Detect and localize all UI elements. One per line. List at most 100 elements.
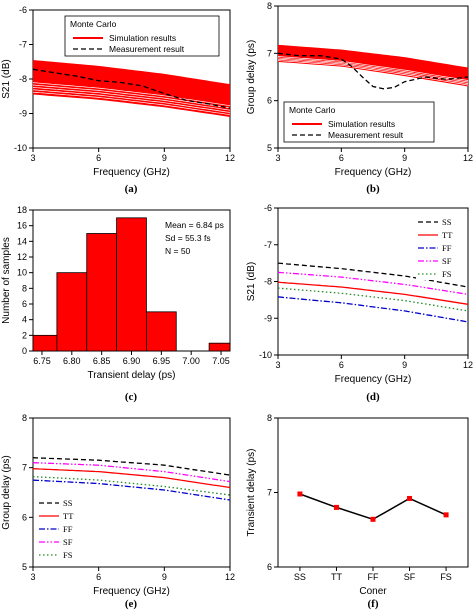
x-tick-label: 6 — [96, 572, 101, 582]
y-tick-label: 8 — [267, 1, 272, 11]
legend-label-sf: SF — [442, 256, 452, 266]
legend-label-measurement: Measurement result — [109, 44, 185, 54]
y-tick-label: 6 — [267, 562, 272, 572]
simulation-run-gap — [277, 57, 469, 83]
y-tick-label: -8 — [264, 277, 272, 287]
simulation-run-gap — [32, 84, 231, 109]
delay-marker — [333, 504, 339, 510]
x-tick-label: 3 — [275, 360, 280, 370]
x-tick-label: 6.80 — [63, 356, 81, 366]
x-tick-label: 9 — [162, 153, 167, 163]
y-tick-label: 6 — [22, 512, 27, 522]
x-tick-label: 6.95 — [153, 356, 171, 366]
x-tick-label: 9 — [402, 153, 407, 163]
x-axis-label: Coner — [359, 586, 387, 597]
stats-annotation: N = 50 — [165, 246, 191, 256]
panel-f-axes — [274, 417, 469, 571]
y-axis-label: Group delay (ps) — [246, 40, 257, 114]
y-tick-label: -10 — [259, 350, 272, 360]
legend-label-simulation: Simulation results — [328, 119, 395, 129]
legend-box — [37, 495, 85, 561]
histogram-bar — [86, 233, 117, 352]
simulation-run-gap — [32, 91, 231, 116]
y-tick-label: 7 — [267, 488, 272, 498]
y-tick-label: -8 — [19, 74, 27, 84]
measurement-line — [32, 68, 231, 109]
y-tick-label: 0 — [22, 346, 27, 356]
x-tick-label: 7.05 — [212, 356, 230, 366]
plot-frame — [32, 417, 231, 568]
delay-marker — [443, 512, 449, 518]
y-tick-label: -10 — [14, 143, 27, 153]
delay-marker — [297, 491, 303, 497]
y-tick-label: -6 — [264, 203, 272, 213]
series-line-tt — [32, 468, 231, 489]
legend-label-measurement: Measurement result — [328, 130, 404, 140]
y-tick-label: 4 — [22, 315, 27, 325]
simulation-run-gap — [32, 89, 231, 113]
legend-label-ss: SS — [63, 498, 73, 508]
histogram-bar — [56, 272, 88, 352]
histogram-bar — [208, 342, 231, 352]
y-tick-label: 12 — [17, 252, 27, 262]
x-tick-label: FS — [440, 572, 452, 582]
y-tick-label: -7 — [264, 240, 272, 250]
panel-caption: (b) — [366, 183, 380, 195]
y-tick-label: 16 — [17, 221, 27, 231]
x-tick-label: 6.75 — [33, 356, 51, 366]
plot-frame — [277, 417, 469, 568]
panel-caption: (e) — [125, 598, 138, 610]
x-tick-label: 6 — [96, 153, 101, 163]
legend-label-tt: TT — [442, 230, 453, 240]
legend-label-tt: TT — [63, 511, 74, 521]
y-tick-label: 7 — [267, 48, 272, 58]
y-tick-label: 18 — [17, 205, 27, 215]
x-axis-label: Frequency (GHz) — [335, 374, 412, 385]
x-tick-label: 6 — [339, 153, 344, 163]
x-tick-label: SS — [294, 572, 306, 582]
series-line-ff — [32, 479, 231, 501]
legend-title: Monte Carlo — [289, 105, 336, 115]
x-tick-label: 6 — [339, 360, 344, 370]
panel-caption: (f) — [368, 598, 379, 610]
y-tick-label: -9 — [19, 109, 27, 119]
legend-label-sf: SF — [63, 537, 73, 547]
x-tick-label: 9 — [162, 572, 167, 582]
histogram-bar — [146, 311, 177, 352]
panel-caption: (d) — [366, 391, 380, 403]
x-tick-label: FF — [368, 572, 379, 582]
y-axis-label: Transient delay (ps) — [246, 449, 257, 537]
legend-label-fs: FS — [63, 550, 73, 560]
x-tick-label: 6.85 — [93, 356, 111, 366]
simulation-run-gap — [32, 82, 231, 107]
y-tick-label: 7 — [22, 463, 27, 473]
x-axis-label: Frequency (GHz) — [93, 586, 170, 597]
x-tick-label: 12 — [225, 572, 235, 582]
y-tick-label: 8 — [267, 413, 272, 423]
legend-box — [416, 214, 464, 280]
legend-label-simulation: Simulation results — [109, 33, 176, 43]
x-tick-label: 3 — [30, 572, 35, 582]
measurement-line — [277, 52, 469, 90]
legend-title: Monte Carlo — [70, 19, 117, 29]
simulation-run-gap — [277, 56, 469, 81]
y-tick-label: -7 — [19, 40, 27, 50]
series-line-sf — [277, 271, 469, 296]
y-tick-label: 8 — [22, 283, 27, 293]
series-line-ss — [32, 457, 231, 476]
legend-label-ss: SS — [442, 217, 452, 227]
x-tick-label: 7.00 — [182, 356, 200, 366]
histogram-bar — [32, 334, 58, 352]
x-tick-label: TT — [331, 572, 342, 582]
x-axis-label: Frequency (GHz) — [335, 167, 412, 178]
y-axis-label: S21 (dB) — [1, 59, 12, 98]
series-line-tt — [277, 281, 469, 305]
y-tick-label: -6 — [19, 5, 27, 15]
simulation-run-gap — [32, 87, 231, 111]
x-tick-label: 9 — [402, 360, 407, 370]
histogram-bar — [116, 217, 147, 352]
x-axis-label: Transient delay (ps) — [88, 370, 176, 381]
x-tick-label: 3 — [275, 153, 280, 163]
simulation-run-gap — [277, 60, 469, 86]
